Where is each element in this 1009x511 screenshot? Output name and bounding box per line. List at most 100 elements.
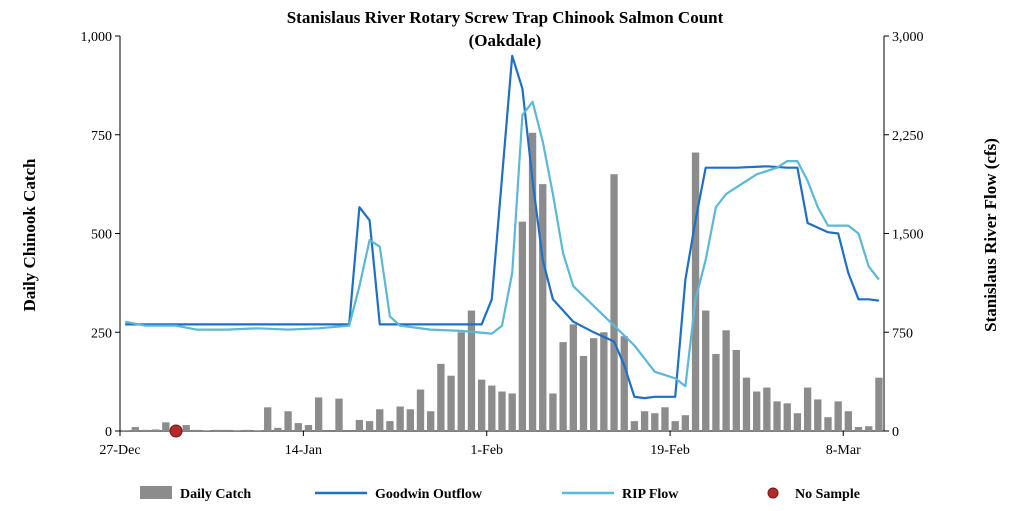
y2-tick-label: 750 [892,326,913,341]
daily-catch-bar [243,429,252,431]
daily-catch-bar [590,338,598,431]
daily-catch-bar [539,184,547,431]
chart-title: Stanislaus River Rotary Screw Trap Chino… [287,8,724,27]
daily-catch-bar [406,409,414,431]
daily-catch-bar [192,429,201,431]
goodwin-outflow-line [125,54,880,400]
y2-tick-label: 2,250 [892,129,924,144]
daily-catch-bar [763,387,771,431]
daily-catch-bar [732,350,740,431]
daily-catch-bar [498,391,506,431]
daily-catch-bar [314,397,323,431]
daily-catch-bar [335,398,343,431]
daily-catch-bar [559,342,567,431]
daily-catch-bar [355,419,364,431]
daily-catch-bar [814,399,822,431]
y-axis-title: Daily Chinook Catch [20,158,39,312]
daily-catch-bar [712,353,720,431]
daily-catch-bar [742,377,751,431]
daily-catch-bar [508,393,516,431]
daily-catch-bar [416,389,425,431]
daily-catch-bar [681,415,690,431]
daily-catch-bar [253,430,262,431]
daily-catch-bar [865,426,873,431]
y2-axis-title: Stanislaus River Flow (cfs) [981,138,1000,332]
daily-catch-bar [793,413,802,431]
legend-label-daily-catch: Daily Catch [180,487,251,502]
daily-catch-bar [640,411,649,431]
daily-catch-bar [427,411,435,431]
daily-catch-bar [600,332,608,431]
daily-catch-bar [376,409,384,431]
daily-catch-bar [824,417,832,431]
daily-catch-bar [477,379,486,431]
daily-catch-bar [213,429,221,431]
daily-catch-bar [162,422,170,431]
daily-catch-bar [274,427,282,431]
daily-catch-bar [284,411,292,431]
daily-catch-bar [304,425,313,431]
daily-catch-bar [620,336,628,431]
daily-catch-bar [875,377,883,431]
x-tick-label: 8-Mar [826,443,861,458]
rip-flow-line [124,100,880,388]
daily-catch-bar [386,421,394,431]
daily-catch-bar [396,406,404,431]
daily-catch-bar [141,429,150,431]
daily-catch-bar [467,310,476,431]
daily-catch-bar [651,413,659,431]
y2-tick-label: 0 [892,425,899,440]
y2-tick-label: 1,500 [892,228,924,243]
plot-area: 0 250 500 750 1,000 0 750 1,500 2,250 3,000 27-Dec… [81,30,924,458]
daily-catch-bar [752,391,761,431]
legend: Daily Catch Goodwin Outflow RIP Flow No Sam… [140,486,860,502]
daily-catch-bar [630,421,639,431]
legend-label-rip-flow: RIP Flow [622,487,679,502]
legend-label-goodwin-outflow: Goodwin Outflow [375,487,483,502]
x-tick-label: 1-Feb [470,443,503,458]
daily-catch-bar [131,427,139,431]
daily-catch-bar [437,363,445,431]
daily-catch-bar [365,421,374,431]
daily-catch-bar [773,401,781,431]
chart-subtitle: (Oakdale) [469,31,542,50]
y-tick-label: 750 [91,129,112,144]
daily-catch-bar [610,174,618,431]
x-tick-label: 14-Jan [285,443,322,458]
daily-catch-bar [702,310,710,431]
daily-catch-bar [202,430,211,431]
daily-catch-bar [121,430,129,431]
y-tick-label: 250 [91,326,112,341]
daily-catch-bar [854,427,863,431]
legend-swatch-daily-catch [140,486,172,499]
x-tick-label: 19-Feb [650,443,690,458]
daily-catch-bar [834,401,842,431]
daily-catch-bar [722,330,730,431]
daily-catch-bar [569,324,577,431]
daily-catch-bar [549,393,557,431]
daily-catch-bar [223,429,231,431]
daily-catch-bar [579,355,588,431]
daily-catch-bar [783,403,791,431]
legend-label-no-sample: No Sample [795,487,860,502]
daily-catch-bar [264,407,272,431]
daily-catch-bar [233,430,241,431]
daily-catch-bar [151,429,160,431]
daily-catch-bar [803,387,812,431]
daily-catch-bar [844,411,853,431]
daily-catch-bar [671,421,679,431]
y-tick-label: 0 [105,425,112,440]
y-tick-label: 500 [91,228,112,243]
daily-catch-bar [488,385,496,431]
no-sample-marker [169,424,183,438]
daily-catch-bar [457,332,465,431]
legend-swatch-no-sample [767,487,779,499]
daily-catch-bar [528,132,537,431]
daily-catch-bar [294,423,302,431]
x-tick-label: 27-Dec [99,443,140,458]
daily-catch-bar [182,425,190,431]
y-tick-label: 1,000 [81,30,113,45]
daily-catch-bar [518,221,527,431]
